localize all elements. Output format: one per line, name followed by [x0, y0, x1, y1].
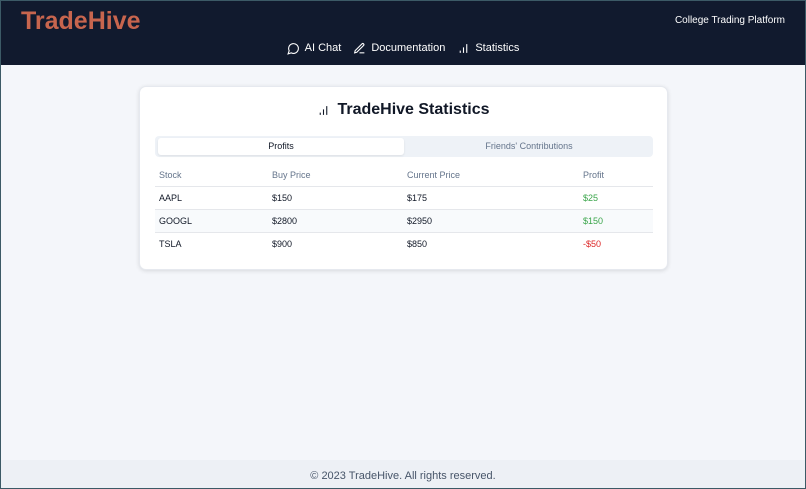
chart-icon — [320, 105, 328, 115]
profit-cell: $150 — [579, 209, 653, 233]
table-cell: $2800 — [268, 209, 403, 233]
tabs: Profits Friends' Contributions — [155, 136, 653, 157]
card-title: TradeHive Statistics — [337, 101, 490, 118]
table-cell: TSLA — [159, 239, 182, 249]
table-header: Stock Buy Price Current Price Profit — [155, 164, 653, 187]
card-title-row: TradeHive Statistics — [140, 101, 667, 119]
nav-label: Documentation — [371, 42, 446, 54]
column-header: Buy Price — [268, 164, 403, 187]
nav: AI Chat Documentation Statistics — [1, 40, 805, 56]
brand[interactable]: TradeHive — [21, 7, 141, 35]
column-header: Profit — [579, 164, 653, 187]
footer-text: © 2023 TradeHive. All rights reserved. — [310, 470, 496, 482]
profit-cell: -$50 — [583, 239, 602, 249]
header: TradeHive College Trading Platform AI Ch… — [1, 1, 805, 65]
tagline: College Trading Platform — [674, 15, 785, 26]
table-cell: $175 — [403, 186, 579, 210]
table-row: AAPL $150 $175 $25 — [155, 186, 653, 210]
profit-cell: $25 — [579, 186, 653, 210]
table-row: TSLA $900 $850 -$50 — [155, 233, 653, 256]
nav-item[interactable]: Statistics — [457, 40, 519, 56]
table-body: AAPL $150 $175 $25 GOOGL $2800 $2950 $150 TSLA $9… — [155, 186, 653, 256]
nav-label: AI Chat — [304, 42, 342, 54]
column-header: Current Price — [403, 164, 579, 187]
table-cell: $850 — [407, 239, 428, 249]
nav-item[interactable]: AI Chat — [286, 40, 342, 56]
tab[interactable]: Friends' Contributions — [485, 141, 573, 151]
profits-table: Stock Buy Price Current Price Profit AAPL $1… — [155, 164, 653, 255]
tab[interactable]: Profits — [158, 138, 404, 155]
footer: © 2023 TradeHive. All rights reserved. — [1, 460, 805, 488]
table-cell: $900 — [272, 239, 293, 249]
table-row: GOOGL $2800 $2950 $150 — [155, 209, 653, 233]
chat-icon — [286, 42, 299, 55]
nav-item[interactable]: Documentation — [353, 40, 445, 56]
table-cell: $2950 — [403, 209, 579, 233]
nav-label: Statistics — [475, 42, 520, 54]
chart-icon — [460, 43, 468, 53]
table-cell: AAPL — [155, 186, 268, 210]
stats-card: TradeHive Statistics Profits Friends' Con… — [139, 86, 668, 270]
table-cell: $150 — [268, 186, 403, 210]
column-header: Stock — [155, 164, 268, 187]
table-cell: GOOGL — [155, 209, 268, 233]
pen-icon — [354, 42, 365, 54]
